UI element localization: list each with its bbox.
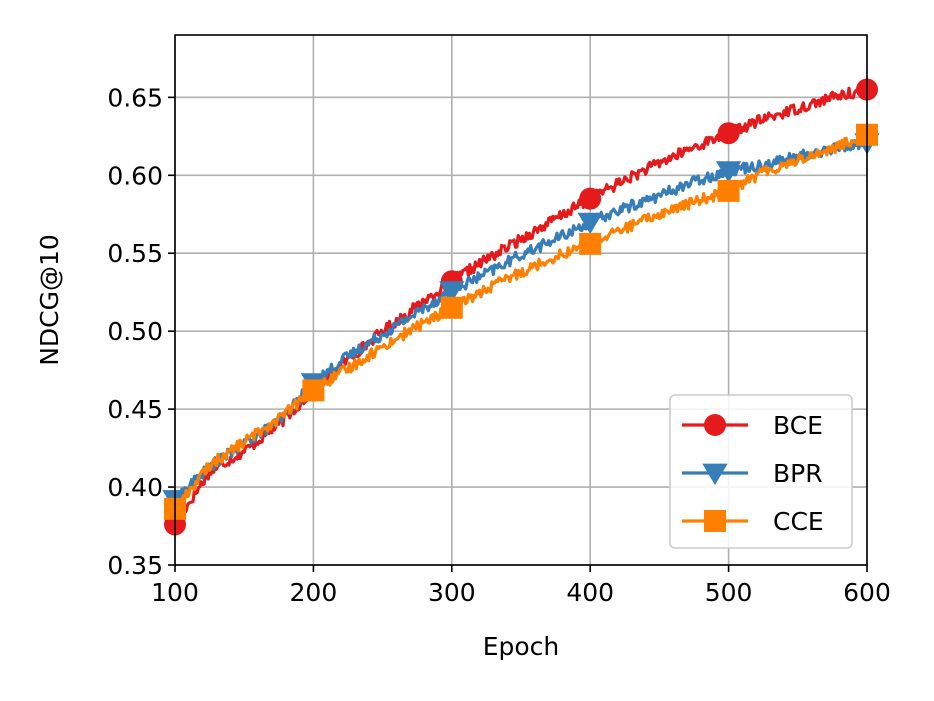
legend-label: BCE [773, 411, 823, 440]
data-point [579, 232, 602, 255]
x-tick-label: 400 [566, 578, 614, 607]
x-tick-label: 600 [843, 578, 891, 607]
y-tick-label: 0.35 [107, 551, 163, 580]
legend-entry-bce: BCE [682, 411, 823, 440]
plot-frame [174, 34, 868, 566]
legend-entry-bpr: BPR [682, 459, 823, 488]
x-tick-label: 300 [428, 578, 476, 607]
data-point [440, 296, 463, 319]
data-point [717, 179, 740, 202]
legend-label: CCE [773, 507, 824, 536]
data-point [577, 212, 603, 235]
x-tick-label: 500 [705, 578, 753, 607]
series-line [174, 132, 869, 513]
y-tick-label: 0.40 [107, 473, 163, 502]
y-tick-label: 0.45 [107, 395, 163, 424]
data-point [715, 161, 742, 183]
legend-marker [704, 510, 726, 532]
legend-marker [702, 463, 728, 486]
data-point [579, 187, 602, 210]
ticks: 100 200 300 400 500 600 0.35 0.40 0.45 0.50 0.55 0.… [107, 83, 891, 607]
data-point [717, 122, 740, 145]
x-tick-label: 200 [290, 578, 338, 607]
legend-marker [704, 414, 726, 436]
x-axis-label: Epoch [483, 632, 560, 661]
y-tick-label: 0.60 [107, 161, 163, 190]
series-layer [162, 78, 880, 536]
y-tick-label: 0.50 [107, 317, 163, 346]
legend-label: BPR [773, 459, 823, 488]
legend: BCE BPR CCE [669, 394, 853, 549]
legend-entry-cce: CCE [682, 507, 824, 536]
y-tick-label: 0.65 [107, 83, 163, 112]
y-axis-label: NDCG@10 [35, 234, 64, 366]
series-cce [164, 123, 878, 520]
data-point [302, 379, 325, 402]
series-line [173, 84, 869, 528]
x-tick-label: 100 [151, 578, 199, 607]
data-point [439, 281, 465, 303]
y-tick-label: 0.55 [107, 239, 163, 268]
